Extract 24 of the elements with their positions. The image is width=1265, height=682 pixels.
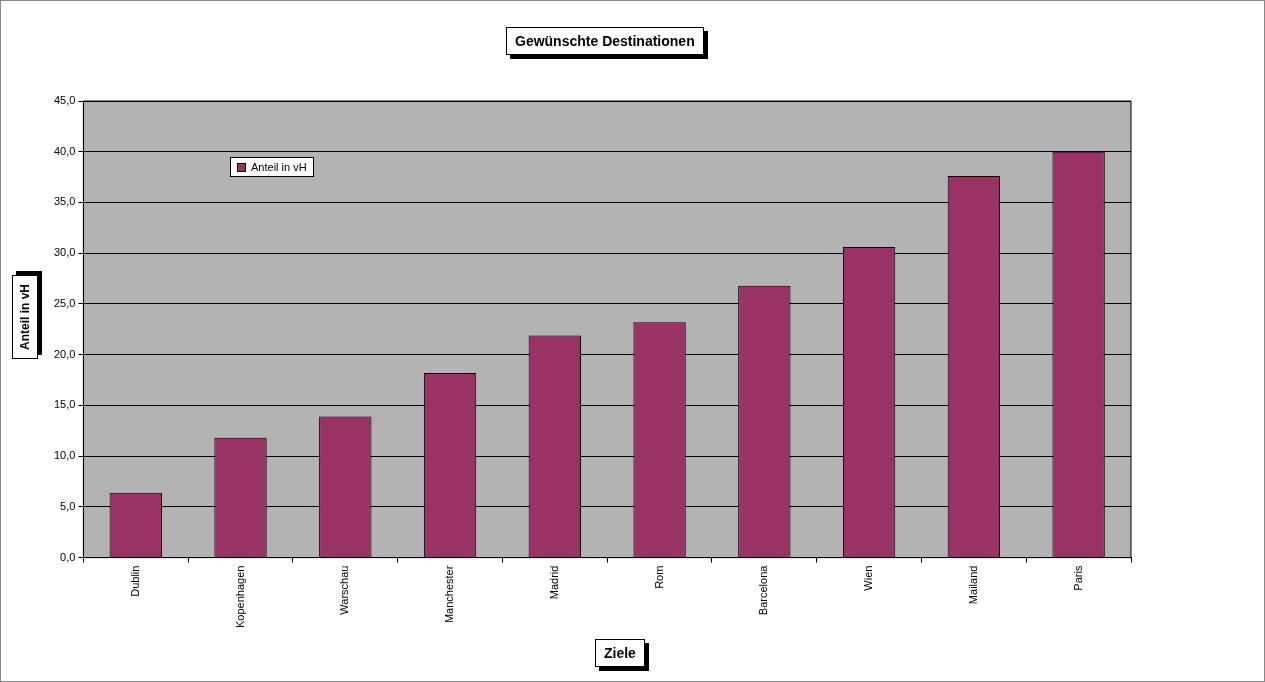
- y-tick-label: 15,0: [53, 398, 76, 411]
- y-axis-title: Anteil in vH: [12, 274, 38, 360]
- y-tick-label: 5,0: [60, 499, 76, 512]
- y-tick-label: 25,0: [53, 296, 76, 309]
- y-tick-label: 45,0: [53, 94, 76, 107]
- legend-label: Anteil in vH: [251, 161, 307, 173]
- y-tick-label: 0,0: [60, 550, 76, 563]
- x-tick-label: Warschau: [338, 565, 351, 615]
- x-axis-title: Ziele: [595, 639, 645, 667]
- y-tick-label: 40,0: [53, 144, 76, 157]
- x-tick-label: Manchester: [443, 565, 456, 624]
- x-tick-label: Kopenhagen: [233, 565, 246, 629]
- x-tick-label: Dublin: [128, 565, 141, 597]
- x-tick-label: Mailand: [966, 565, 979, 605]
- x-tick-label: Barcelona: [757, 564, 770, 616]
- y-tick-label: 35,0: [53, 195, 76, 208]
- y-tick-label: 10,0: [53, 449, 76, 462]
- chart-title: Gewünschte Destinationen: [506, 27, 704, 55]
- y-tick-label: 30,0: [53, 246, 76, 259]
- x-tick-label: Paris: [1071, 565, 1084, 591]
- x-tick-label: Rom: [652, 565, 665, 589]
- x-tick-label: Wien: [862, 565, 875, 591]
- y-tick-label: 20,0: [53, 347, 76, 360]
- x-tick-label: Madrid: [547, 565, 560, 600]
